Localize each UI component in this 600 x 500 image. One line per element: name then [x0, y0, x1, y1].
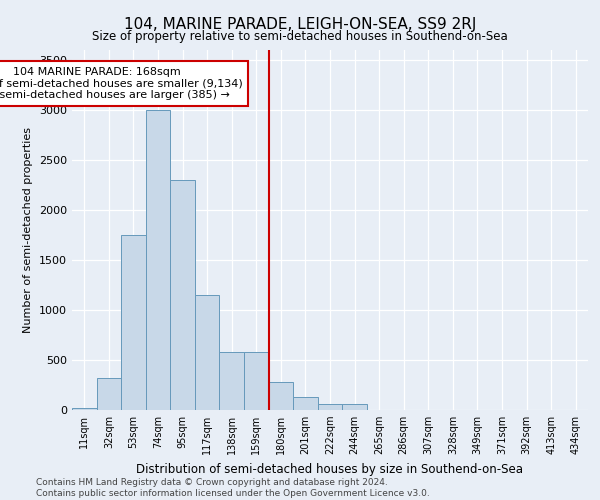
Bar — [195, 295, 220, 410]
Text: 104, MARINE PARADE, LEIGH-ON-SEA, SS9 2RJ: 104, MARINE PARADE, LEIGH-ON-SEA, SS9 2R… — [124, 18, 476, 32]
Text: 104 MARINE PARADE: 168sqm
← 96% of semi-detached houses are smaller (9,134)
4% o: 104 MARINE PARADE: 168sqm ← 96% of semi-… — [0, 67, 242, 100]
Bar — [293, 397, 318, 410]
Text: Size of property relative to semi-detached houses in Southend-on-Sea: Size of property relative to semi-detach… — [92, 30, 508, 43]
Bar — [170, 180, 195, 410]
Bar — [72, 408, 97, 410]
Text: Contains HM Land Registry data © Crown copyright and database right 2024.
Contai: Contains HM Land Registry data © Crown c… — [36, 478, 430, 498]
Y-axis label: Number of semi-detached properties: Number of semi-detached properties — [23, 127, 34, 333]
Bar — [97, 378, 121, 410]
Bar — [146, 110, 170, 410]
Bar — [244, 352, 269, 410]
Bar — [269, 382, 293, 410]
Bar — [318, 404, 342, 410]
Bar — [121, 235, 146, 410]
Bar — [220, 352, 244, 410]
X-axis label: Distribution of semi-detached houses by size in Southend-on-Sea: Distribution of semi-detached houses by … — [137, 462, 523, 475]
Bar — [342, 404, 367, 410]
